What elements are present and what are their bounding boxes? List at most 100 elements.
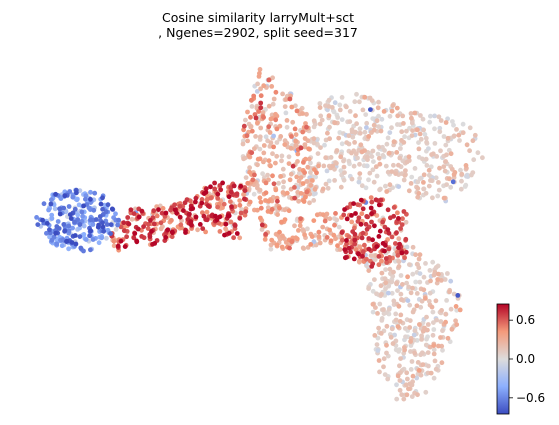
scatter-point <box>410 285 415 291</box>
scatter-point <box>239 207 245 212</box>
scatter-point <box>352 140 357 145</box>
scatter-point <box>458 186 464 192</box>
scatter-point <box>96 240 102 246</box>
scatter-point <box>118 224 124 230</box>
scatter-point <box>373 164 379 170</box>
scatter-point <box>403 168 408 174</box>
scatter-point <box>132 231 138 236</box>
scatter-point <box>475 150 481 156</box>
scatter-point <box>412 328 418 334</box>
scatter-point <box>353 151 359 157</box>
scatter-point <box>430 195 435 201</box>
scatter-point <box>190 206 196 211</box>
scatter-point <box>280 233 285 239</box>
scatter-point <box>261 115 266 120</box>
scatter-point <box>371 159 376 165</box>
scatter-point <box>141 224 147 230</box>
scatter-point <box>353 211 358 216</box>
scatter-point <box>292 126 298 132</box>
scatter-point <box>445 271 450 276</box>
scatter-point <box>295 159 300 164</box>
scatter-point <box>124 234 129 240</box>
scatter-point <box>349 176 355 182</box>
scatter-point <box>338 168 344 174</box>
scatter-point <box>402 326 408 331</box>
scatter-point <box>430 259 436 265</box>
scatter-point <box>277 205 282 211</box>
scatter-point <box>68 216 74 221</box>
scatter-point <box>317 105 323 110</box>
scatter-point <box>459 178 464 184</box>
scatter-point <box>270 151 275 157</box>
scatter-point <box>445 135 451 141</box>
scatter-point <box>429 152 434 158</box>
scatter-point <box>326 113 332 119</box>
scatter-point <box>418 372 424 378</box>
scatter-point <box>300 245 306 251</box>
scatter-point <box>214 217 220 223</box>
scatter-point <box>40 217 45 223</box>
scatter-point <box>203 229 209 235</box>
scatter-point <box>66 223 72 229</box>
scatter-point <box>430 309 436 315</box>
scatter-point <box>431 343 437 348</box>
scatter-point <box>222 232 227 238</box>
scatter-point <box>401 209 407 214</box>
scatter-point <box>243 175 249 181</box>
scatter-point <box>394 280 399 286</box>
scatter-point <box>290 119 296 125</box>
scatter-point <box>389 125 394 131</box>
scatter-point <box>328 238 334 244</box>
scatter-point <box>100 195 105 201</box>
scatter-point <box>369 154 375 160</box>
scatter-point <box>349 213 354 218</box>
scatter-point <box>90 237 96 242</box>
scatter-point <box>270 173 275 179</box>
scatter-point <box>151 221 157 227</box>
scatter-point <box>88 247 93 253</box>
scatter-point <box>327 136 332 142</box>
scatter-point <box>279 244 285 250</box>
scatter-point <box>132 206 138 212</box>
scatter-point <box>342 247 348 253</box>
scatter-point <box>279 158 284 164</box>
scatter-point <box>423 389 429 395</box>
scatter-point <box>382 372 388 377</box>
scatter-point <box>443 311 449 317</box>
scatter-point <box>159 210 165 216</box>
scatter-point <box>422 132 428 137</box>
scatter-point <box>266 124 272 130</box>
scatter-point <box>480 155 485 161</box>
scatter-point <box>323 155 329 161</box>
scatter-point <box>369 211 374 217</box>
scatter-point <box>332 222 337 228</box>
scatter-point <box>300 181 306 186</box>
scatter-point <box>203 189 209 195</box>
chart-title-line-1: Cosine similarity larryMult+sct <box>162 10 354 25</box>
chart-title-line-2: , Ngenes=2902, split seed=317 <box>158 25 358 40</box>
scatter-point <box>441 195 447 201</box>
scatter-point <box>257 195 263 201</box>
scatter-point <box>375 151 381 157</box>
scatter-point <box>386 246 392 252</box>
scatter-point <box>416 368 422 373</box>
scatter-point <box>289 239 295 245</box>
scatter-point <box>346 158 352 164</box>
scatter-point <box>378 128 384 134</box>
scatter-point <box>385 227 391 233</box>
scatter-point <box>163 235 169 240</box>
scatter-point <box>363 112 369 117</box>
scatter-point <box>383 286 388 292</box>
scatter-point <box>334 148 340 153</box>
scatter-point <box>431 375 437 381</box>
scatter-point <box>447 339 453 345</box>
scatter-point <box>370 167 376 173</box>
scatter-point <box>376 155 382 161</box>
scatter-point <box>258 100 264 106</box>
scatter-point <box>368 107 373 112</box>
scatter-point <box>387 113 393 119</box>
scatter-point <box>470 138 476 144</box>
scatter-point <box>354 91 359 97</box>
scatter-point <box>463 182 469 188</box>
scatter-point <box>66 228 72 234</box>
